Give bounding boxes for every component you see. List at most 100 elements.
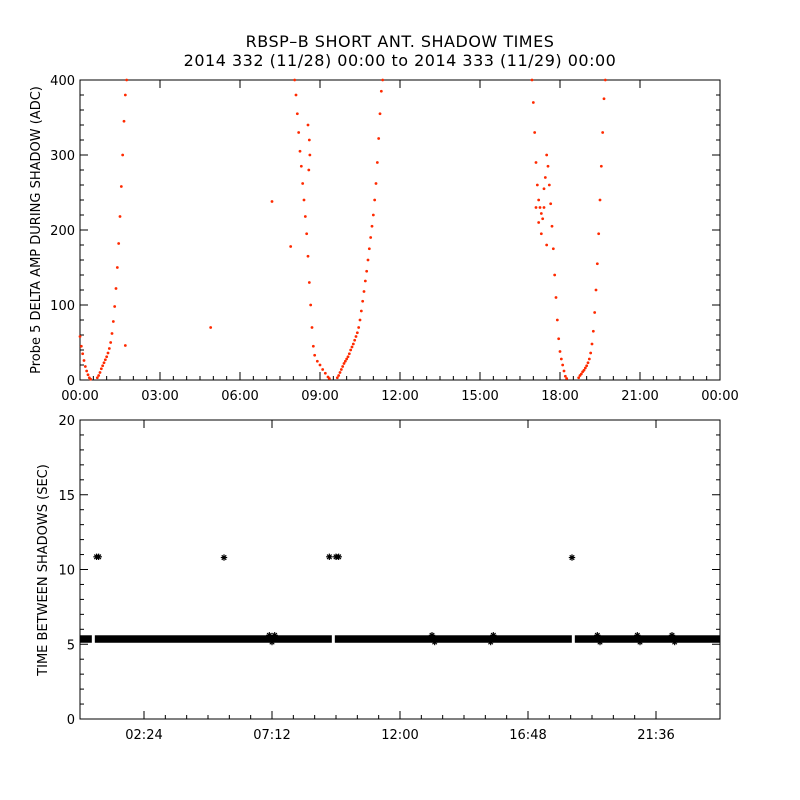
data-point bbox=[323, 371, 327, 375]
data-point bbox=[601, 131, 605, 134]
y-tick-label: 100 bbox=[50, 299, 75, 314]
data-point bbox=[209, 326, 213, 329]
top-plot: 00:00 03:00 06:00 09:00 12:00 15:00 18:00 21:00… bbox=[29, 74, 739, 404]
data-point bbox=[78, 335, 82, 338]
data-point bbox=[101, 364, 105, 368]
data-point bbox=[365, 269, 369, 273]
data-point bbox=[555, 318, 559, 322]
data-point bbox=[487, 638, 494, 646]
data-point bbox=[538, 206, 542, 209]
data-point bbox=[546, 164, 550, 168]
data-point bbox=[590, 342, 594, 346]
data-point bbox=[373, 198, 377, 202]
data-point bbox=[375, 161, 379, 164]
data-point bbox=[302, 198, 306, 202]
data-point bbox=[95, 553, 102, 560]
data-point bbox=[303, 215, 307, 218]
data-point bbox=[107, 347, 111, 350]
x-tick-label: 12:00 bbox=[381, 728, 418, 743]
data-band-segment bbox=[574, 635, 720, 643]
top-plot-ticks: 00:00 03:00 06:00 09:00 12:00 15:00 18:00 21:00… bbox=[50, 74, 739, 404]
y-tick-label: 0 bbox=[67, 374, 75, 389]
data-point bbox=[81, 352, 85, 356]
data-point bbox=[354, 335, 358, 338]
data-point bbox=[339, 368, 343, 371]
data-point bbox=[431, 638, 438, 646]
data-point bbox=[542, 206, 546, 209]
data-point bbox=[558, 350, 562, 353]
top-plot-frame bbox=[79, 79, 721, 381]
data-point bbox=[357, 326, 361, 329]
data-point bbox=[337, 374, 341, 377]
data-point bbox=[636, 638, 644, 646]
data-point bbox=[547, 183, 551, 187]
x-tick-label: 00:00 bbox=[701, 389, 738, 404]
data-point bbox=[327, 377, 331, 380]
data-point bbox=[597, 232, 601, 236]
data-point bbox=[346, 355, 350, 359]
data-point bbox=[563, 374, 567, 378]
data-point bbox=[110, 332, 114, 335]
data-point bbox=[307, 281, 311, 284]
data-point bbox=[579, 372, 583, 376]
data-point bbox=[308, 153, 312, 157]
data-point bbox=[347, 352, 351, 356]
data-point bbox=[589, 351, 593, 355]
data-point bbox=[298, 149, 302, 153]
data-point bbox=[98, 371, 102, 374]
x-tick-label: 21:36 bbox=[637, 728, 674, 743]
data-point bbox=[86, 373, 90, 377]
data-point bbox=[307, 168, 311, 172]
data-point bbox=[377, 137, 381, 140]
data-band-segment bbox=[80, 635, 92, 643]
data-point bbox=[428, 632, 436, 639]
bottom-plot-points bbox=[93, 553, 678, 646]
data-point bbox=[565, 377, 569, 380]
data-band-segment bbox=[94, 635, 332, 643]
data-point bbox=[321, 368, 325, 371]
data-point bbox=[594, 288, 598, 292]
data-point bbox=[595, 262, 599, 266]
data-point bbox=[634, 632, 641, 639]
data-point bbox=[378, 112, 382, 116]
data-point bbox=[599, 164, 603, 168]
data-point bbox=[553, 273, 557, 277]
data-point bbox=[545, 153, 549, 157]
bottom-plot-frame bbox=[79, 419, 721, 720]
data-point bbox=[349, 348, 353, 352]
data-point bbox=[559, 357, 563, 361]
x-tick-label: 21:00 bbox=[621, 389, 658, 404]
data-point bbox=[593, 311, 597, 314]
bottom-plot-ylabel: TIME BETWEEN SHADOWS (SEC) bbox=[36, 464, 51, 677]
data-point bbox=[539, 212, 543, 215]
data-point bbox=[561, 363, 565, 367]
data-point bbox=[366, 258, 370, 262]
data-point bbox=[105, 355, 109, 359]
data-point bbox=[598, 198, 602, 202]
data-point bbox=[374, 182, 378, 185]
x-tick-label: 15:00 bbox=[461, 389, 498, 404]
data-point bbox=[355, 331, 359, 335]
bottom-plot-band bbox=[80, 635, 720, 643]
data-point bbox=[306, 254, 310, 258]
data-point bbox=[568, 554, 576, 561]
top-plot-points bbox=[78, 78, 607, 381]
data-point bbox=[586, 361, 590, 365]
data-point bbox=[583, 366, 587, 370]
data-point bbox=[118, 215, 122, 218]
data-point bbox=[102, 361, 106, 365]
data-point bbox=[111, 320, 115, 323]
data-point bbox=[85, 369, 89, 373]
data-point bbox=[307, 138, 311, 142]
data-point bbox=[534, 206, 538, 209]
bottom-plot-ticks: 02:24 07:12 12:00 16:48 21:36 0 5 10 15 20 bbox=[58, 414, 720, 743]
data-point bbox=[361, 299, 365, 303]
data-point bbox=[121, 153, 125, 157]
bottom-plot: 02:24 07:12 12:00 16:48 21:36 0 5 10 15 20 TIME B… bbox=[36, 414, 721, 743]
data-point bbox=[293, 78, 297, 82]
data-point bbox=[577, 376, 581, 380]
data-point bbox=[542, 187, 546, 191]
data-point bbox=[89, 377, 93, 381]
data-point bbox=[342, 362, 346, 365]
data-point bbox=[83, 365, 87, 368]
